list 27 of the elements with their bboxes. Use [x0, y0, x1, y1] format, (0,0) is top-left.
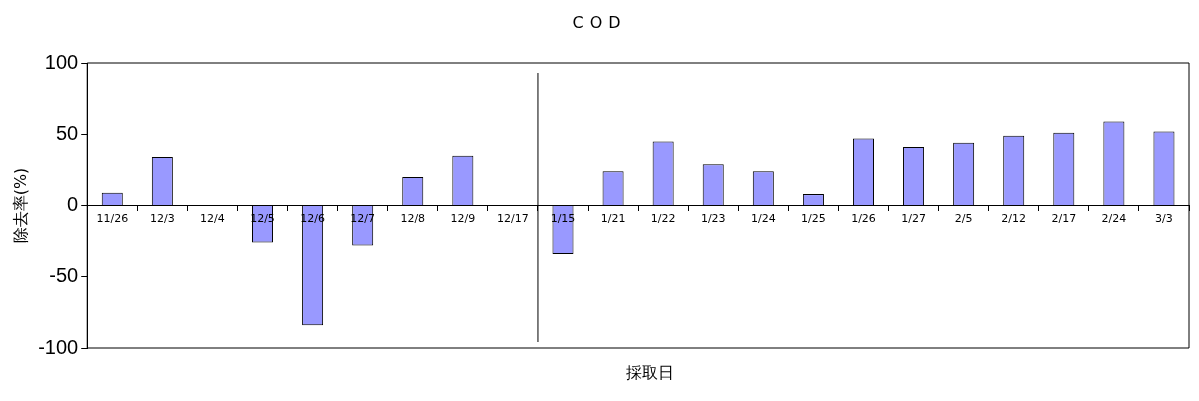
y-tick-label: -50 [49, 264, 79, 287]
x-tick-label: 12/8 [400, 211, 426, 225]
x-tick-label: 12/3 [150, 211, 175, 225]
x-tick-label: 1/25 [801, 211, 826, 225]
x-tick-label: 12/9 [450, 211, 476, 225]
x-tick-label: 1/15 [550, 211, 576, 225]
y-tick-label: -100 [38, 335, 79, 358]
y-tick-label: 50 [55, 121, 79, 144]
x-tick-label: 1/21 [600, 211, 626, 225]
x-tick-label: 1/23 [700, 211, 726, 225]
x-tick-label: 1/22 [650, 211, 676, 225]
y-tick-label: 100 [44, 50, 79, 73]
x-tick-label: 12/4 [200, 211, 225, 225]
x-tick-label: 1/27 [901, 211, 926, 225]
x-tick-label: 2/24 [1101, 211, 1127, 225]
x-axis-title: 採取日 [624, 363, 675, 384]
x-tick-label: 2/17 [1051, 211, 1077, 225]
x-tick-label: 2/12 [1001, 211, 1027, 225]
x-tick-label: 1/24 [750, 211, 776, 225]
y-tick-label: 0 [67, 193, 79, 216]
x-tick-label: 12/17 [497, 211, 529, 225]
x-tick-label: 2/5 [954, 211, 973, 225]
y-axis-title: 除去率(%) [10, 167, 30, 244]
x-tick-label: 1/26 [851, 211, 876, 225]
x-tick-label: 3/3 [1155, 211, 1173, 225]
chart-title: COD [571, 12, 628, 34]
x-tick-label: 11/26 [96, 211, 129, 225]
